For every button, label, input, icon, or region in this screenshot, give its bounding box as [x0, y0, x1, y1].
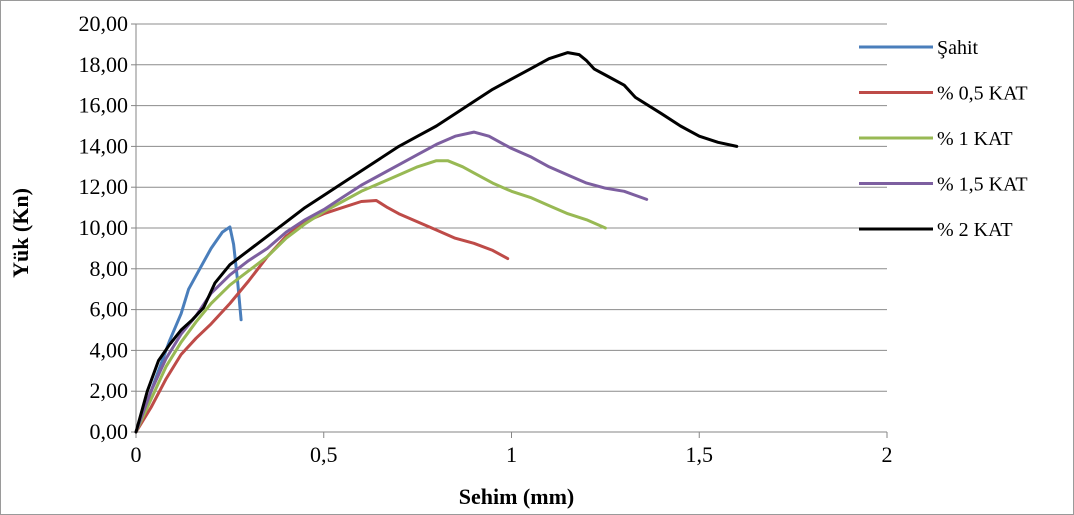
x-tick-label: 2: [882, 442, 893, 467]
legend-label: % 1 KAT: [937, 128, 1013, 150]
legend-entry-0: Şahit: [859, 37, 979, 59]
y-tick-label: 12,00: [79, 174, 129, 199]
y-axis-title: Yük (Kn): [8, 188, 33, 278]
series-line-0: [134, 225, 243, 434]
x-tick-label: 1: [506, 442, 517, 467]
legend-label: % 1,5 KAT: [937, 174, 1028, 196]
legend: Şahit % 0,5 KAT % 1 KAT % 1,5 KAT % 2 KAT: [859, 37, 1028, 241]
legend-label: % 0,5 KAT: [937, 83, 1028, 105]
series-line-1: [134, 199, 510, 434]
y-tick-label: 10,00: [79, 215, 129, 240]
grid-lines: [136, 23, 887, 392]
y-tick-label: 2,00: [90, 378, 129, 403]
tick-labels: 0,00 2,00 4,00 6,00 8,00 10,00 12,00 14,00 16,00…: [79, 11, 893, 467]
legend-label: Şahit: [937, 37, 979, 59]
legend-entry-1: % 0,5 KAT: [859, 83, 1028, 105]
legend-entry-3: % 1,5 KAT: [859, 174, 1028, 196]
legend-label: % 2 KAT: [937, 219, 1013, 241]
x-axis-title: Sehim (mm): [459, 484, 574, 509]
legend-entry-2: % 1 KAT: [859, 128, 1013, 150]
series-line-2: [134, 159, 607, 434]
legend-entry-4: % 2 KAT: [859, 219, 1013, 241]
axes: [131, 23, 888, 438]
y-tick-label: 18,00: [79, 52, 129, 77]
data-series: [134, 51, 739, 434]
y-tick-label: 6,00: [90, 297, 129, 322]
y-tick-label: 4,00: [90, 337, 129, 362]
x-tick-label: 1,5: [686, 442, 714, 467]
series-line-4: [134, 51, 739, 434]
y-tick-label: 16,00: [79, 93, 129, 118]
y-tick-label: 20,00: [79, 11, 129, 36]
x-tick-label: 0,5: [310, 442, 338, 467]
y-tick-label: 8,00: [90, 256, 129, 281]
y-tick-label: 0,00: [90, 419, 129, 444]
y-tick-label: 14,00: [79, 133, 129, 158]
x-tick-label: 0: [131, 442, 142, 467]
